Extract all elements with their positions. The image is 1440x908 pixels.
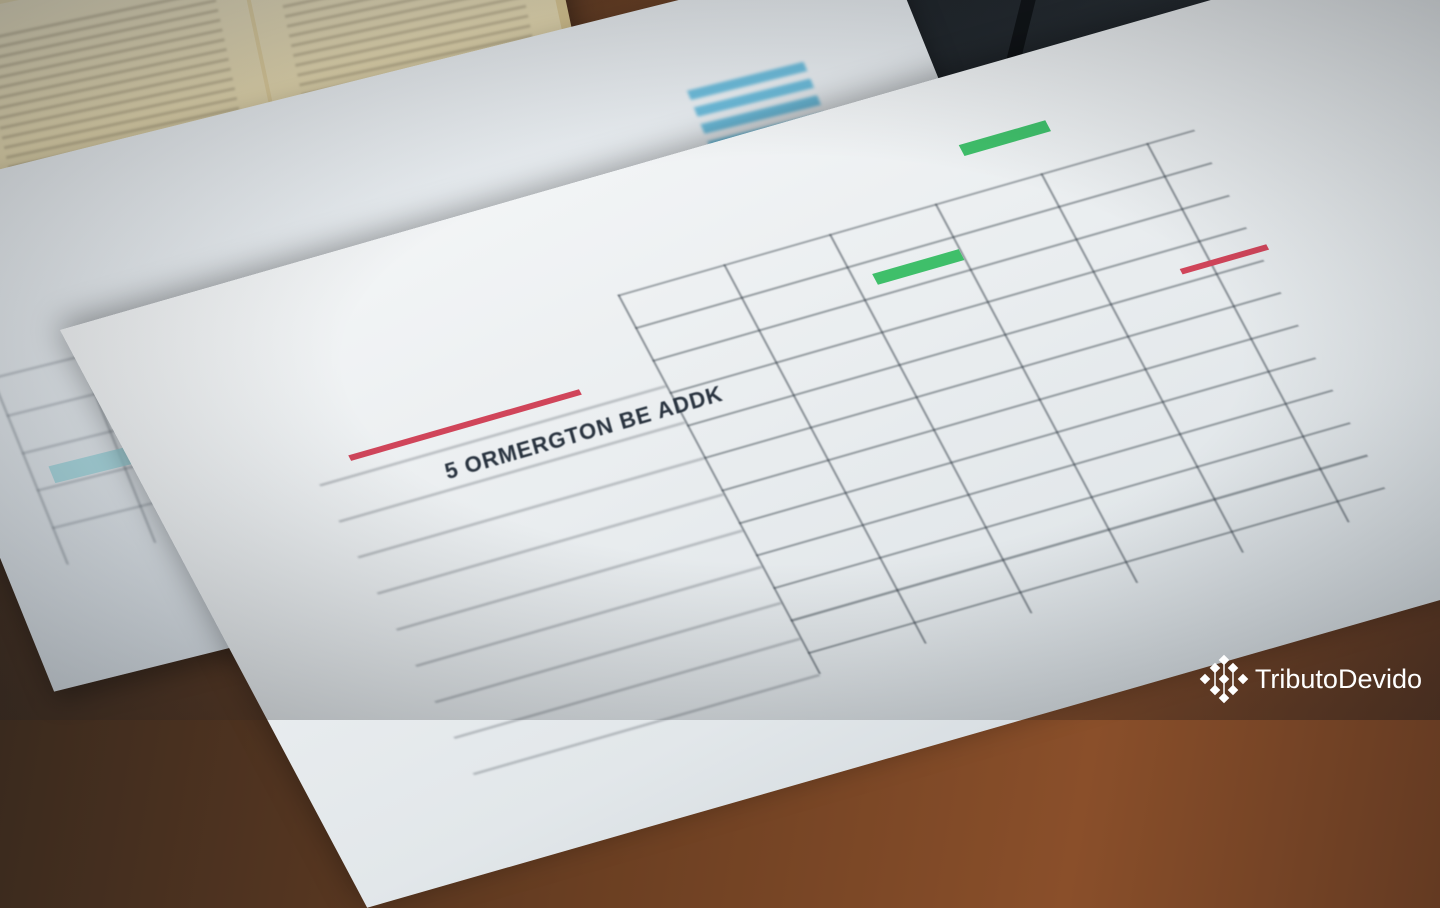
green-highlight bbox=[958, 120, 1052, 156]
diamond-network-icon bbox=[1199, 654, 1249, 704]
watermark-logo: TributoDevido bbox=[1199, 654, 1422, 704]
brand-name: TributoDevido bbox=[1254, 663, 1422, 694]
